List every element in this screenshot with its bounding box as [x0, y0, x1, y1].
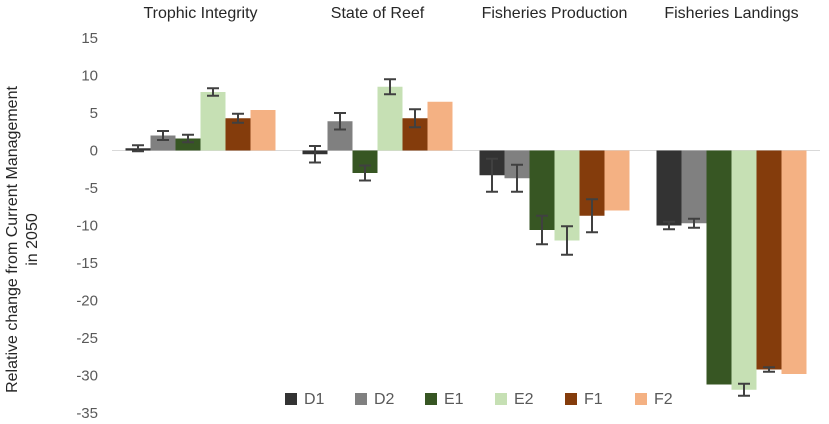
bar-e2 — [731, 150, 757, 390]
error-bar — [763, 366, 775, 373]
error-bar — [536, 214, 548, 246]
y-tick-label: -25 — [76, 330, 98, 347]
legend-label-d1: D1 — [304, 391, 325, 408]
error-bar — [334, 112, 346, 131]
legend-swatch-f1 — [565, 393, 577, 405]
y-tick-label: 10 — [81, 68, 98, 85]
y-axis-label-line-1: Relative change from Current Management — [4, 86, 21, 393]
bar-f2 — [427, 101, 453, 151]
error-bar — [586, 198, 598, 234]
error-bar — [561, 225, 573, 256]
error-bar — [384, 78, 396, 96]
error-bar — [359, 164, 371, 182]
category-label: State of Reef — [331, 5, 425, 22]
bar-f1 — [756, 150, 782, 370]
bar-f2 — [781, 150, 807, 374]
legend-label-e1: E1 — [444, 391, 464, 408]
bar-e2 — [377, 86, 403, 151]
error-bar — [132, 144, 144, 153]
error-bar — [663, 220, 675, 231]
bar-d2 — [681, 150, 707, 224]
bar-d1 — [656, 150, 682, 226]
legend-label-f1: F1 — [584, 391, 603, 408]
legend-swatch-f2 — [635, 393, 647, 405]
y-axis-label-line-2: in 2050 — [24, 213, 41, 266]
legend-swatch-d2 — [355, 393, 367, 405]
bar-f2 — [604, 150, 630, 211]
legend-swatch-d1 — [285, 393, 297, 405]
y-tick-label: 15 — [81, 30, 98, 47]
bar-e1 — [706, 150, 732, 385]
category-label: Trophic Integrity — [143, 5, 257, 22]
legend-label-f2: F2 — [654, 391, 673, 408]
bar-e1 — [175, 138, 201, 151]
error-bar — [511, 163, 523, 193]
error-bar — [738, 382, 750, 397]
error-bar — [232, 112, 244, 124]
error-bar — [309, 145, 321, 164]
bar-e2 — [200, 92, 226, 151]
error-bar — [182, 133, 194, 144]
y-tick-label: 5 — [90, 105, 98, 122]
legend: D1 D2 E1 E2 F1 F2 — [285, 391, 673, 408]
y-axis-ticks: 15 10 5 0 -5 -10 -15 -20 -25 -30 -35 — [76, 30, 98, 422]
y-tick-label: -20 — [76, 293, 98, 310]
category-labels: Trophic Integrity State of Reef Fisheries … — [143, 5, 798, 22]
error-bar — [688, 217, 700, 229]
bar-f2 — [250, 110, 276, 151]
bar-d2 — [150, 135, 176, 151]
bar-e1 — [352, 150, 378, 173]
legend-label-d2: D2 — [374, 391, 395, 408]
error-bars-layer — [132, 78, 775, 397]
error-bar — [486, 157, 498, 193]
error-bar — [157, 130, 169, 141]
y-tick-label: -15 — [76, 255, 98, 272]
y-tick-label: -30 — [76, 368, 98, 385]
error-bar — [207, 87, 219, 97]
y-tick-label: -10 — [76, 218, 98, 235]
legend-swatch-e2 — [495, 393, 507, 405]
category-label: Fisheries Landings — [664, 5, 798, 22]
error-bar — [409, 108, 421, 129]
bars-layer — [125, 86, 807, 390]
y-tick-label: 0 — [90, 143, 98, 160]
y-tick-label: -5 — [85, 180, 98, 197]
y-tick-label: -35 — [76, 405, 98, 422]
category-label: Fisheries Production — [482, 5, 628, 22]
legend-swatch-e1 — [425, 393, 437, 405]
legend-label-e2: E2 — [514, 391, 534, 408]
